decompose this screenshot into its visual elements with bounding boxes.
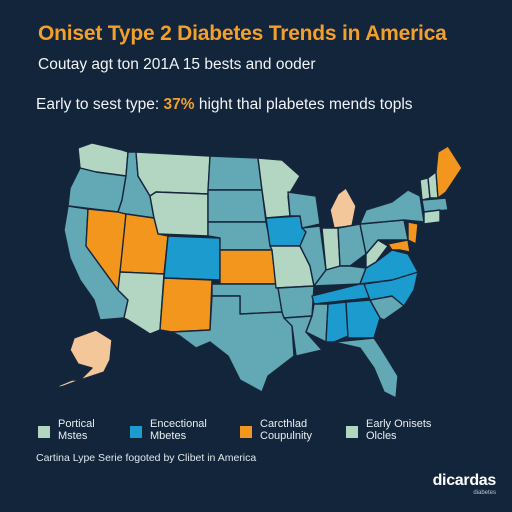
state-ak bbox=[69, 329, 113, 381]
legend-label-line1: Portical bbox=[58, 418, 95, 430]
legend-label-line1: Early Onisets bbox=[366, 418, 432, 430]
legend-label-line2: Coupulnity bbox=[260, 430, 312, 442]
state-sd bbox=[207, 189, 267, 223]
stat-prefix: Early to sest type: bbox=[36, 96, 164, 113]
state-fl bbox=[333, 337, 399, 399]
legend-label-line2: Mbetes bbox=[150, 430, 187, 442]
legend-label-line2: Mstes bbox=[58, 430, 88, 442]
map-legend: Portical Mstes Encectional Mbetes Carcthla… bbox=[0, 418, 512, 458]
legend-item: Portical Mstes bbox=[38, 418, 95, 442]
state-in bbox=[321, 227, 341, 271]
state-ar bbox=[277, 285, 315, 319]
stat-highlight: 37% bbox=[163, 96, 195, 113]
legend-swatch bbox=[130, 426, 142, 438]
state-al bbox=[325, 301, 349, 343]
legend-item: Early Onisets Olcles bbox=[346, 418, 431, 442]
state-tx bbox=[171, 295, 295, 393]
brand-name: dicardas bbox=[432, 472, 497, 489]
state-ma bbox=[421, 197, 449, 213]
us-map bbox=[55, 142, 463, 399]
state-mi bbox=[329, 187, 357, 229]
legend-label-line1: Encectional bbox=[150, 418, 207, 430]
state-ks bbox=[219, 249, 277, 285]
state-oh bbox=[337, 223, 367, 267]
brand-logo: dicardas diabetes bbox=[432, 472, 497, 496]
stat-line: Early to sest type: 37% hight thal plabe… bbox=[36, 96, 413, 114]
legend-swatch bbox=[38, 426, 50, 438]
state-nm bbox=[159, 277, 213, 333]
footer-caption: Cartina Lype Serie fogoted by Clibet in … bbox=[36, 452, 257, 464]
legend-item: Carcthlad Coupulnity bbox=[240, 418, 312, 442]
legend-label-line1: Carcthlad bbox=[260, 418, 308, 430]
state-ga bbox=[345, 299, 381, 339]
state-il bbox=[299, 225, 327, 287]
legend-swatch bbox=[240, 426, 252, 438]
legend-label-line2: Olcles bbox=[366, 430, 397, 442]
state-me bbox=[435, 145, 463, 199]
state-nd bbox=[207, 155, 263, 191]
state-md bbox=[387, 239, 411, 253]
page-subtitle: Coutay agt ton 201A 15 bests and ooder bbox=[38, 56, 316, 73]
brand-sub: diabetes bbox=[473, 490, 496, 496]
state-ms bbox=[305, 303, 329, 343]
state-ak-islands bbox=[55, 379, 81, 389]
state-co bbox=[163, 235, 221, 281]
legend-item: Encectional Mbetes bbox=[130, 418, 207, 442]
state-nj bbox=[407, 221, 419, 245]
stat-suffix: hight thal plabetes mends topls bbox=[194, 96, 413, 113]
page-title: Oniset Type 2 Diabetes Trends in America bbox=[38, 22, 447, 45]
state-or bbox=[67, 167, 127, 213]
legend-swatch bbox=[346, 426, 358, 438]
state-wy bbox=[149, 191, 209, 237]
state-mt bbox=[135, 151, 211, 197]
state-ny bbox=[359, 189, 425, 225]
state-ct bbox=[423, 209, 441, 225]
state-ia bbox=[265, 215, 307, 247]
